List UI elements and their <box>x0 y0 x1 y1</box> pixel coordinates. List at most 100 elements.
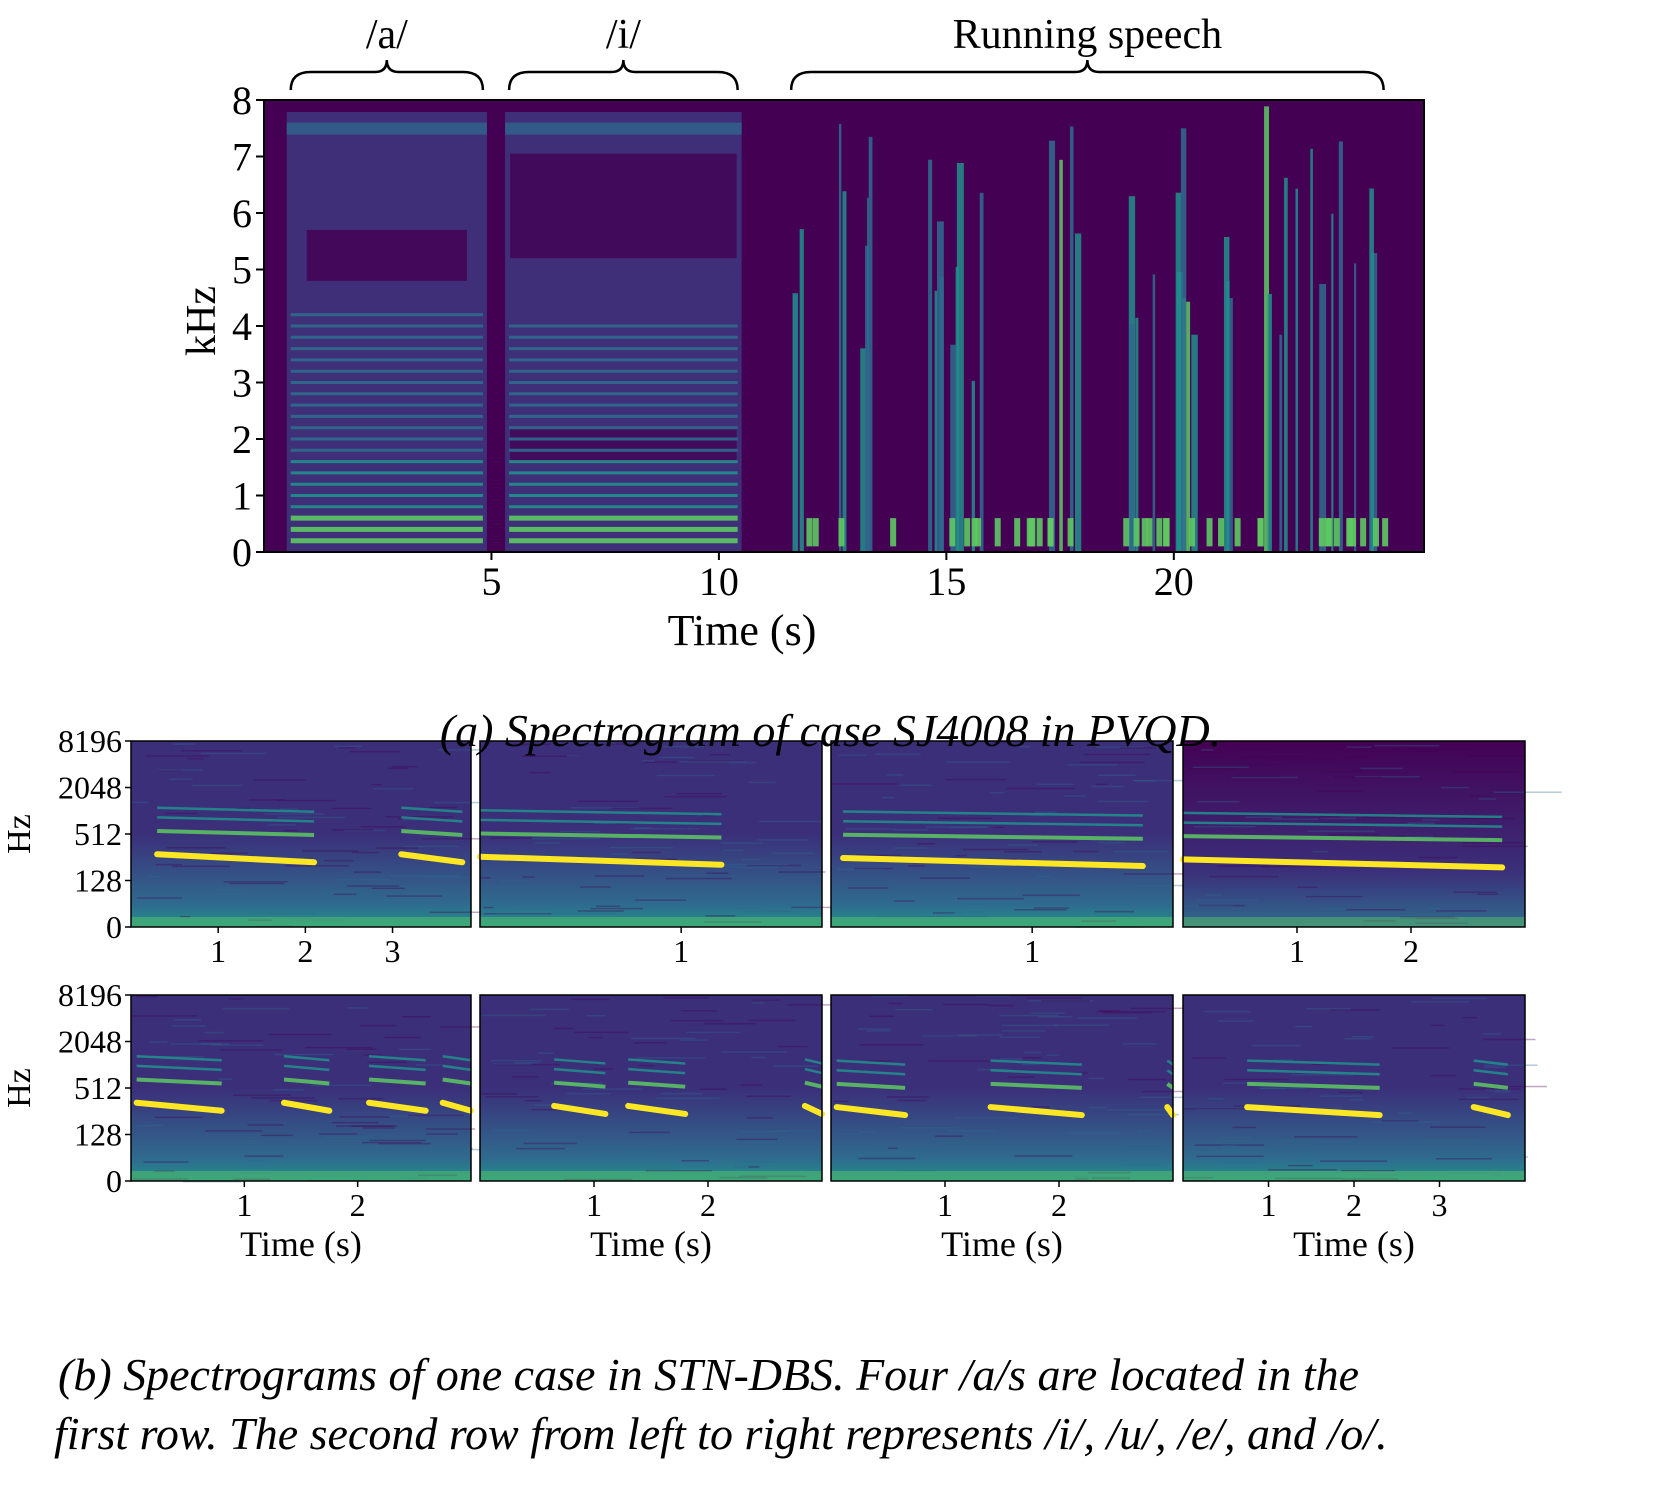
speech-low-energy <box>806 518 813 547</box>
speech-low-energy <box>1234 518 1241 547</box>
noise-texture <box>1423 1140 1481 1142</box>
noise-texture <box>1288 1164 1313 1167</box>
noise-texture <box>777 1045 808 1048</box>
noise-texture <box>523 1142 577 1145</box>
noise-texture <box>1137 1130 1153 1132</box>
noise-texture <box>1293 1136 1358 1138</box>
noise-texture <box>1089 1106 1107 1109</box>
noise-texture <box>833 1100 849 1103</box>
low-frequency-band <box>831 1171 1173 1181</box>
harmonic-contour <box>836 1081 906 1090</box>
noise-texture <box>1422 819 1441 821</box>
noise-texture <box>483 906 494 909</box>
noise-texture <box>347 1007 368 1009</box>
noise-texture <box>490 837 533 839</box>
noise-texture <box>253 779 307 781</box>
noise-texture <box>1122 1163 1163 1166</box>
noise-texture <box>535 897 581 900</box>
harmonic-contour <box>804 1080 823 1089</box>
panel-frame <box>479 994 823 1182</box>
harmonic-contour <box>836 1068 906 1076</box>
fundamental-contour <box>1470 1104 1511 1119</box>
noise-texture <box>1362 816 1397 818</box>
noise-texture <box>1392 1047 1450 1049</box>
noise-texture <box>1330 1108 1342 1110</box>
noise-texture <box>748 781 776 784</box>
noise-texture <box>1398 1112 1413 1114</box>
noise-texture <box>831 783 898 785</box>
y-tick-label: 8196 <box>58 723 122 759</box>
noise-texture <box>1192 766 1249 769</box>
noise-texture <box>627 1150 665 1152</box>
noise-texture <box>1053 1024 1109 1026</box>
noise-texture <box>1305 1008 1352 1010</box>
noise-texture <box>351 1125 394 1127</box>
noise-texture <box>988 1004 1015 1007</box>
noise-texture <box>916 842 936 845</box>
noise-texture <box>899 1127 959 1129</box>
pvqd-segment-2 <box>792 106 1389 553</box>
noise-texture <box>1312 851 1328 853</box>
noise-texture <box>1261 865 1322 868</box>
noise-texture <box>386 895 443 897</box>
speech-stripe <box>1059 159 1063 553</box>
noise-texture <box>1242 756 1310 758</box>
noise-texture <box>609 846 674 849</box>
noise-texture <box>1269 759 1338 761</box>
noise-texture <box>1134 779 1156 782</box>
speech-stripe <box>956 163 964 553</box>
noise-texture <box>311 1084 372 1087</box>
low-frequency-band <box>131 917 471 927</box>
harmonic-contour <box>836 1059 906 1066</box>
noise-texture <box>1399 916 1455 919</box>
harmonic-contour <box>157 806 315 814</box>
speech-low-energy <box>971 518 978 547</box>
noise-texture <box>1205 894 1222 896</box>
noise-texture <box>1203 1010 1251 1013</box>
noise-texture <box>1197 898 1259 901</box>
harmonic-contour <box>990 1068 1082 1076</box>
speech-low-energy <box>1189 518 1196 547</box>
noise-texture <box>867 1060 893 1062</box>
panel-frame <box>479 740 823 928</box>
noise-texture <box>859 1044 924 1046</box>
noise-texture <box>1232 1126 1257 1129</box>
speech-stripe <box>1371 253 1378 553</box>
noise-texture <box>648 1169 676 1172</box>
noise-texture <box>1185 905 1234 907</box>
y-tick-label: 7 <box>232 135 252 180</box>
x-tick-label: 1 <box>1289 933 1305 969</box>
noise-texture <box>429 911 498 914</box>
noise-texture <box>636 1057 706 1059</box>
noise-texture <box>235 807 251 810</box>
noise-texture <box>703 921 762 923</box>
noise-texture <box>403 845 459 848</box>
noise-texture <box>1128 1078 1167 1081</box>
x-tick-label: 2 <box>350 1187 366 1223</box>
noise-texture <box>1184 1176 1213 1179</box>
noise-texture <box>131 1015 198 1017</box>
noise-texture <box>1102 1012 1152 1014</box>
harmonic-contour <box>1182 821 1503 828</box>
noise-texture <box>748 1019 796 1022</box>
noise-texture <box>560 830 601 833</box>
y-tick-label: 128 <box>74 1117 122 1153</box>
y-tick-label: 1 <box>232 474 252 519</box>
noise-texture <box>1230 775 1281 777</box>
fundamental-contour <box>366 1099 429 1114</box>
pvqd-segment-0 <box>286 112 487 552</box>
x-tick-label: 20 <box>1154 559 1194 604</box>
noise-texture <box>728 761 756 764</box>
harmonic-contour <box>843 832 1143 841</box>
noise-texture <box>791 906 848 909</box>
y-tick-label: 8 <box>232 78 252 123</box>
noise-texture <box>338 1097 383 1100</box>
speech-low-energy <box>1014 518 1021 547</box>
noise-texture <box>772 852 815 855</box>
noise-texture <box>886 774 904 776</box>
noise-texture <box>169 778 193 781</box>
noise-texture <box>515 1147 565 1150</box>
noise-texture <box>1426 907 1440 910</box>
noise-texture <box>359 1024 396 1027</box>
